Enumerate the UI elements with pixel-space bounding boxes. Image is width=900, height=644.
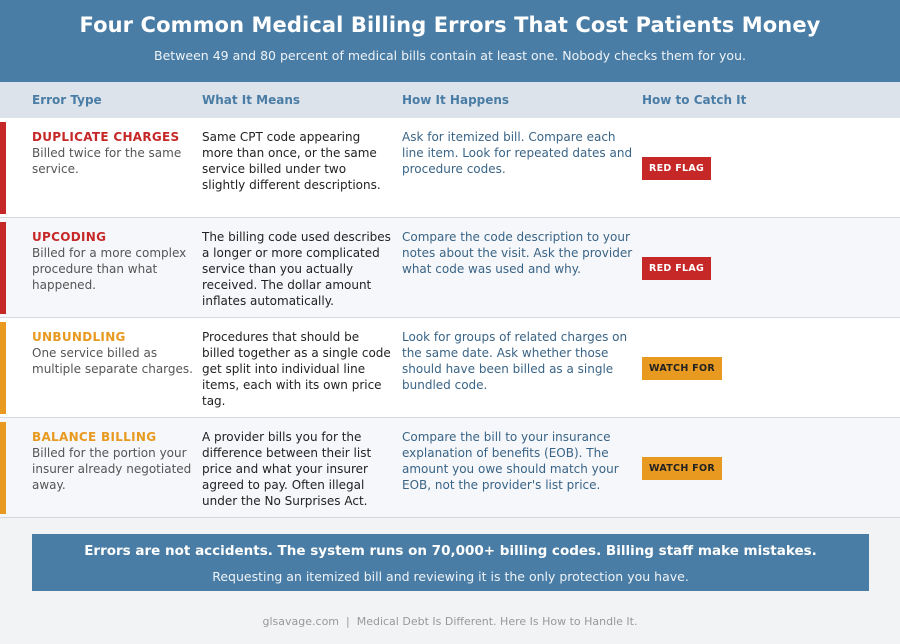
page-title: Four Common Medical Billing Errors That … bbox=[79, 13, 821, 37]
happens-cell: Look for groups of related charges on th… bbox=[402, 330, 628, 392]
error-type-cell: UPCODING Billed for a more complex proced… bbox=[32, 229, 197, 293]
column-header: Error Type bbox=[32, 93, 102, 107]
meaning-cell: The billing code used describes a longer… bbox=[202, 230, 391, 308]
column-header: How to Catch It bbox=[642, 93, 747, 107]
error-summary: Billed for the portion your insurer alre… bbox=[32, 446, 192, 492]
callout-headline: Errors are not accidents. The system run… bbox=[84, 543, 817, 559]
callout-box: Errors are not accidents. The system run… bbox=[32, 534, 869, 591]
error-name: DUPLICATE CHARGES bbox=[32, 130, 180, 144]
table-header: Error Type What It Means How It Happens … bbox=[0, 82, 900, 118]
happens-cell: Compare the bill to your insurance expla… bbox=[402, 430, 619, 492]
error-name: UPCODING bbox=[32, 230, 107, 244]
error-type-cell: BALANCE BILLING Billed for the portion yo… bbox=[32, 429, 197, 493]
severity-bar bbox=[0, 222, 6, 314]
meaning-cell: A provider bills you for the difference … bbox=[202, 430, 372, 508]
error-type-cell: UNBUNDLING One service billed as multiple… bbox=[32, 329, 197, 377]
severity-bar bbox=[0, 422, 6, 514]
header: Four Common Medical Billing Errors That … bbox=[0, 0, 900, 82]
severity-badge: RED FLAG bbox=[642, 257, 712, 280]
error-type-cell: DUPLICATE CHARGES Billed twice for the sa… bbox=[32, 129, 197, 177]
happens-cell: Compare the code description to your not… bbox=[402, 230, 633, 276]
error-summary: Billed twice for the same service. bbox=[32, 146, 182, 176]
table-row: DUPLICATE CHARGES Billed twice for the sa… bbox=[0, 118, 900, 218]
meaning-cell: Procedures that should be billed togethe… bbox=[202, 330, 391, 408]
error-summary: Billed for a more complex procedure than… bbox=[32, 246, 187, 292]
error-summary: One service billed as multiple separate … bbox=[32, 346, 193, 376]
table-row: UPCODING Billed for a more complex proced… bbox=[0, 218, 900, 318]
callout-text: Requesting an itemized bill and reviewin… bbox=[212, 569, 689, 584]
column-header: What It Means bbox=[202, 93, 301, 107]
column-header: How It Happens bbox=[402, 93, 510, 107]
meaning-cell: Same CPT code appearing more than once, … bbox=[202, 130, 381, 192]
error-name: BALANCE BILLING bbox=[32, 430, 157, 444]
severity-bar bbox=[0, 122, 6, 214]
page-subtitle: Between 49 and 80 percent of medical bil… bbox=[154, 48, 746, 63]
error-name: UNBUNDLING bbox=[32, 330, 126, 344]
happens-cell: Ask for itemized bill. Compare each line… bbox=[402, 130, 633, 176]
severity-badge: WATCH FOR bbox=[642, 457, 722, 480]
table-row: BALANCE BILLING Billed for the portion yo… bbox=[0, 418, 900, 518]
severity-badge: RED FLAG bbox=[642, 157, 712, 180]
table-row: UNBUNDLING One service billed as multiple… bbox=[0, 318, 900, 418]
severity-badge: WATCH FOR bbox=[642, 357, 722, 380]
severity-bar bbox=[0, 322, 6, 414]
footer: glsavage.com | Medical Debt Is Different… bbox=[262, 615, 638, 628]
